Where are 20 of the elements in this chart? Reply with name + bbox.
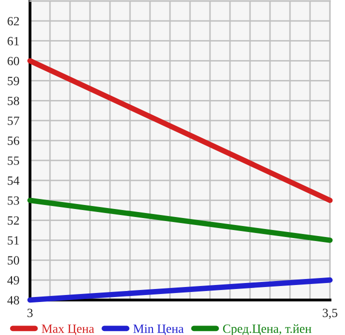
y-tick-label: 62: [8, 16, 19, 26]
y-tick-label: 52: [8, 216, 19, 225]
y-tick-label: 49: [7, 276, 20, 285]
legend-label: Сред.Цена, т.йен: [223, 324, 312, 335]
legend-label: Max Цена: [42, 324, 94, 335]
legend-label: Min Цена: [133, 324, 184, 335]
y-tick-label: 60: [8, 56, 20, 66]
y-tick-label: 61: [8, 36, 19, 46]
y-tick-label: 54: [8, 176, 20, 185]
y-tick-label: 48: [7, 296, 20, 304]
y-tick-label: 55: [8, 156, 20, 165]
y-tick-label: 51: [8, 236, 19, 245]
y-tick-label: 57: [8, 116, 20, 126]
y-tick-label: 50: [8, 256, 20, 265]
y-tick-label: 59: [8, 76, 20, 86]
y-tick-label: 56: [8, 136, 20, 145]
x-tick-label: 3,5: [322, 308, 338, 319]
y-tick-label: 58: [8, 96, 20, 106]
x-tick-label: 3: [27, 308, 33, 318]
y-tick-label: 53: [8, 196, 20, 205]
